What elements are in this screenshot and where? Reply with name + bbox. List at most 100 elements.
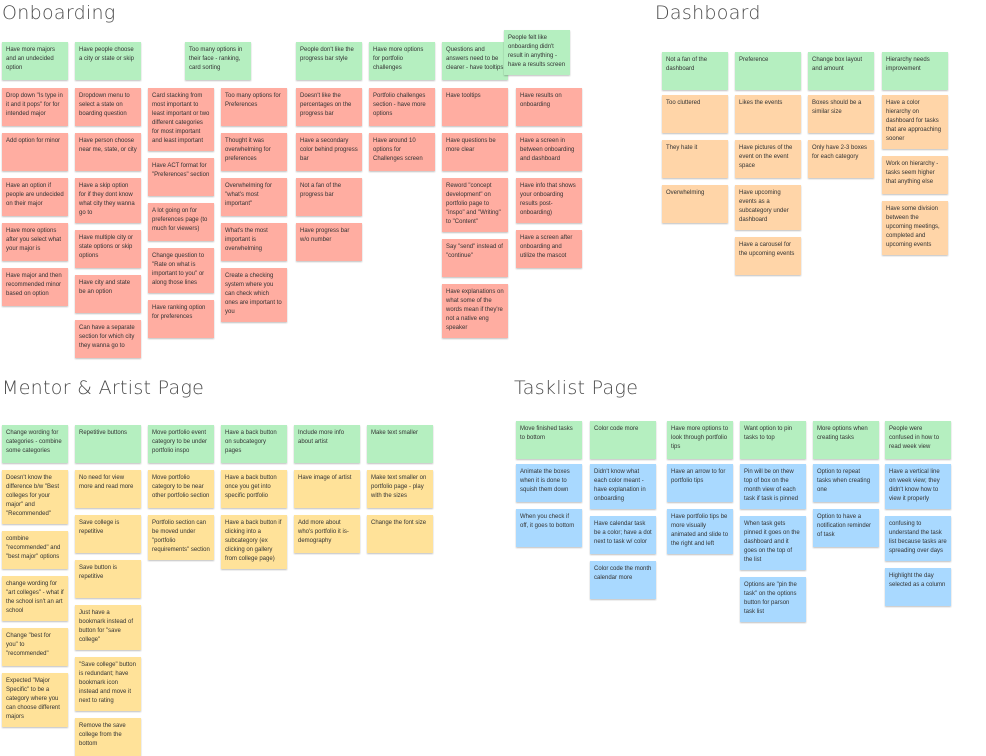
onboarding-sticky-note[interactable]: Change question to "Rate on what is impo…	[148, 248, 214, 293]
tasklist-page-sticky-note[interactable]: Color code the month calendar more	[590, 561, 656, 599]
onboarding-sticky-note[interactable]: Too many options for Preferences	[221, 88, 287, 126]
mentor-artist-page-sticky-note[interactable]: Move portfolio category to be near other…	[148, 470, 214, 508]
dashboard-sticky-note[interactable]: Likes the events	[735, 95, 801, 133]
tasklist-page-sticky-note[interactable]: Didn't know what each color meant - have…	[590, 464, 656, 509]
tasklist-page-sticky-note[interactable]: Option to repeat tasks when creating one	[813, 464, 879, 502]
onboarding-sticky-note[interactable]: A lot going on for preferences page (to …	[148, 203, 214, 241]
onboarding-sticky-note[interactable]: Have a secondary color behind progress b…	[296, 133, 362, 171]
onboarding-sticky-note[interactable]: Have an option if people are undecided o…	[2, 178, 68, 216]
tasklist-page-theme-sticky-note[interactable]: People were confused in how to read week…	[885, 421, 951, 459]
tasklist-page-sticky-note[interactable]: When task gets pinned it goes on the das…	[740, 516, 806, 570]
dashboard-theme-sticky-note[interactable]: Hierarchy needs improvement	[882, 52, 948, 90]
onboarding-theme-sticky-note[interactable]: Have more majors and an undecided option	[2, 42, 68, 80]
onboarding-sticky-note[interactable]: Thought it was overwhelming for preferen…	[221, 133, 287, 171]
dashboard-sticky-note[interactable]: Work on hierarchy - tasks seem higher th…	[882, 156, 948, 194]
mentor-artist-page-theme-sticky-note[interactable]: Move portfolio event category to be unde…	[148, 425, 214, 463]
mentor-artist-page-sticky-note[interactable]: Have a back button once you get into spe…	[221, 470, 287, 508]
tasklist-page-sticky-note[interactable]: confusing to understand the task list be…	[885, 516, 951, 561]
mentor-artist-page-theme-sticky-note[interactable]: Have a back button on subcategory pages	[221, 425, 287, 463]
dashboard-sticky-note[interactable]: Have upcoming events as a subcategory un…	[735, 185, 801, 230]
mentor-artist-page-sticky-note[interactable]: Add more about who's portfolio it is-dem…	[294, 515, 360, 553]
onboarding-sticky-note[interactable]: Have multiple city or state options or s…	[75, 230, 141, 268]
onboarding-sticky-note[interactable]: Have progress bar w/o number	[296, 223, 362, 261]
dashboard-sticky-note[interactable]: Have a color hierarchy on dashboard for …	[882, 95, 948, 149]
mentor-artist-page-sticky-note[interactable]: Doesn't know the difference b/w "Best co…	[2, 470, 68, 524]
mentor-artist-page-theme-sticky-note[interactable]: Repetitive buttons	[75, 425, 141, 463]
mentor-artist-page-theme-sticky-note[interactable]: Change wording for categories - combine …	[2, 425, 68, 463]
tasklist-page-sticky-note[interactable]: Have an arrow to for portfolio tips	[667, 464, 733, 502]
dashboard-theme-sticky-note[interactable]: Preference	[735, 52, 801, 90]
mentor-artist-page-sticky-note[interactable]: Change "best for you" to "recommended"	[2, 628, 68, 666]
onboarding-sticky-note[interactable]: Have a skip option for if they dont know…	[75, 178, 141, 223]
tasklist-page-sticky-note[interactable]: When you check if off, it goes to bottom	[516, 509, 582, 547]
tasklist-page-sticky-note[interactable]: Have a vertical line on week view; they …	[885, 464, 951, 509]
dashboard-sticky-note[interactable]: Have pictures of the event on the event …	[735, 140, 801, 178]
onboarding-sticky-note[interactable]: Have major and then recommended minor ba…	[2, 268, 68, 306]
dashboard-sticky-note[interactable]: Too cluttered	[662, 95, 728, 133]
mentor-artist-page-sticky-note[interactable]: Remove the save college from the bottom	[75, 718, 141, 756]
onboarding-sticky-note[interactable]: Dropdown menu to select a state on board…	[75, 88, 141, 126]
dashboard-sticky-note[interactable]: Have some division between the upcoming …	[882, 201, 948, 255]
onboarding-sticky-note[interactable]: Card stacking from most important to lea…	[148, 88, 214, 151]
dashboard-theme-sticky-note[interactable]: Not a fan of the dashboard	[662, 52, 728, 90]
onboarding-theme-sticky-note[interactable]: Have more options for portfolio challeng…	[369, 42, 435, 80]
tasklist-page-sticky-note[interactable]: Have calendar task be a color; have a do…	[590, 516, 656, 554]
onboarding-sticky-note[interactable]: Have results on onboarding	[516, 88, 582, 126]
onboarding-sticky-note[interactable]: Portfolio challenges section - have more…	[369, 88, 435, 126]
dashboard-sticky-note[interactable]: Overwhelming	[662, 185, 728, 223]
onboarding-sticky-note[interactable]: Have a screen in between onboarding and …	[516, 133, 582, 171]
onboarding-sticky-note[interactable]: Overwhelming for "what's most important"	[221, 178, 287, 216]
tasklist-page-sticky-note[interactable]: Highlight the day selected as a column	[885, 568, 951, 606]
tasklist-page-theme-sticky-note[interactable]: Color code more	[590, 421, 656, 459]
onboarding-sticky-note[interactable]: Have a screen after onboarding and utili…	[516, 230, 582, 268]
mentor-artist-page-sticky-note[interactable]: Portfolio section can be moved under "po…	[148, 515, 214, 560]
mentor-artist-page-sticky-note[interactable]: Save button is repetitive	[75, 560, 141, 598]
onboarding-sticky-note[interactable]: Have city and state be an option	[75, 275, 141, 313]
mentor-artist-page-sticky-note[interactable]: Have image of artist	[294, 470, 360, 508]
tasklist-page-sticky-note[interactable]: Option to have a notification reminder o…	[813, 509, 879, 547]
tasklist-page-sticky-note[interactable]: Have portfolio tips be more visually ani…	[667, 509, 733, 554]
dashboard-sticky-note[interactable]: Boxes should be a similar size	[808, 95, 874, 133]
mentor-artist-page-sticky-note[interactable]: Change the font size	[367, 515, 433, 553]
mentor-artist-page-sticky-note[interactable]: Save college is repetitive	[75, 515, 141, 553]
dashboard-sticky-note[interactable]: Only have 2-3 boxes for each category	[808, 140, 874, 178]
onboarding-theme-sticky-note[interactable]: People felt like onboarding didn't resul…	[504, 30, 570, 75]
tasklist-page-sticky-note[interactable]: Pin will be on thew top of box on the mo…	[740, 464, 806, 509]
onboarding-sticky-note[interactable]: Have questions be more clear	[442, 133, 508, 171]
onboarding-theme-sticky-note[interactable]: Too many options in their face - ranking…	[185, 42, 251, 80]
tasklist-page-theme-sticky-note[interactable]: Want option to pin tasks to top	[740, 421, 806, 459]
mentor-artist-page-theme-sticky-note[interactable]: Make text smaller	[367, 425, 433, 463]
onboarding-sticky-note[interactable]: Have ACT format for "Preferences" sectio…	[148, 158, 214, 196]
onboarding-sticky-note[interactable]: Have tooltips	[442, 88, 508, 126]
onboarding-theme-sticky-note[interactable]: Questions and answers need to be clearer…	[442, 42, 508, 80]
onboarding-sticky-note[interactable]: Have info that shows your onboarding res…	[516, 178, 582, 223]
mentor-artist-page-sticky-note[interactable]: No need for view more and read more	[75, 470, 141, 508]
mentor-artist-page-sticky-note[interactable]: Expected "Major Specific" to be a catego…	[2, 673, 68, 727]
onboarding-sticky-note[interactable]: Have ranking option for preferences	[148, 300, 214, 338]
tasklist-page-theme-sticky-note[interactable]: Move finished tasks to bottom	[516, 421, 582, 459]
onboarding-sticky-note[interactable]: Add option for minor	[2, 133, 68, 171]
onboarding-sticky-note[interactable]: Reword "concept development" on portfoli…	[442, 178, 508, 232]
onboarding-theme-sticky-note[interactable]: Have people choose a city or state or sk…	[75, 42, 141, 80]
onboarding-theme-sticky-note[interactable]: People don't like the progress bar style	[296, 42, 362, 80]
onboarding-sticky-note[interactable]: Drop down "Is type in it and it pops" fo…	[2, 88, 68, 126]
dashboard-sticky-note[interactable]: They hate it	[662, 140, 728, 178]
tasklist-page-theme-sticky-note[interactable]: More options when creating tasks	[813, 421, 879, 459]
onboarding-sticky-note[interactable]: Have around 10 options for Challenges sc…	[369, 133, 435, 171]
onboarding-sticky-note[interactable]: Doesn't like the percentages on the prog…	[296, 88, 362, 126]
tasklist-page-theme-sticky-note[interactable]: Have more options to look through portfo…	[667, 421, 733, 459]
onboarding-sticky-note[interactable]: Have explanations on what some of the wo…	[442, 284, 508, 338]
mentor-artist-page-sticky-note[interactable]: change wording for "art colleges" - what…	[2, 576, 68, 621]
mentor-artist-page-theme-sticky-note[interactable]: Include more info about artist	[294, 425, 360, 463]
onboarding-sticky-note[interactable]: Say "send" instead of "continue"	[442, 239, 508, 277]
onboarding-sticky-note[interactable]: Not a fan of the progress bar	[296, 178, 362, 216]
tasklist-page-sticky-note[interactable]: Options are "pin the task" on the option…	[740, 577, 806, 622]
dashboard-sticky-note[interactable]: Have a carousel for the upcoming events	[735, 237, 801, 275]
mentor-artist-page-sticky-note[interactable]: Have a back button if clicking into a su…	[221, 515, 287, 569]
tasklist-page-sticky-note[interactable]: Animate the boxes when it is done to squ…	[516, 464, 582, 502]
onboarding-sticky-note[interactable]: Have more options after you select what …	[2, 223, 68, 261]
mentor-artist-page-sticky-note[interactable]: "Save college" button is redundant; have…	[75, 657, 141, 711]
mentor-artist-page-sticky-note[interactable]: Make text smaller on portfolio page - pl…	[367, 470, 433, 508]
onboarding-sticky-note[interactable]: Have person choose near me, state, or ci…	[75, 133, 141, 171]
onboarding-sticky-note[interactable]: What's the most important is overwhelmin…	[221, 223, 287, 261]
